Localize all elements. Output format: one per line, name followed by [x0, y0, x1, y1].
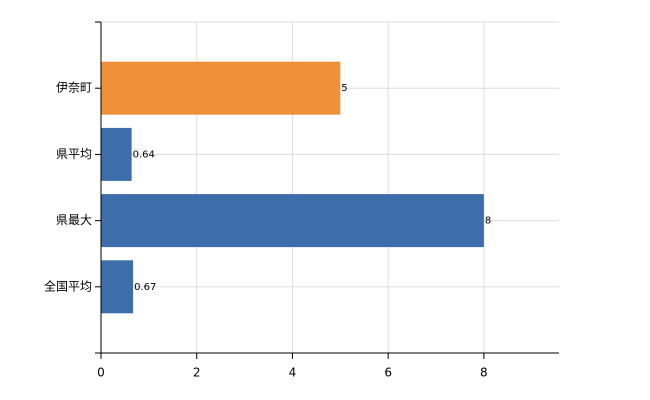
bar — [101, 127, 132, 181]
bar — [101, 260, 134, 314]
x-tick-label: 0 — [97, 366, 105, 380]
value-label: 0.67 — [134, 282, 156, 293]
bar — [101, 194, 484, 248]
value-label: 8 — [485, 216, 491, 227]
y-tick-label: 全国平均 — [44, 278, 92, 293]
value-label: 5 — [341, 83, 347, 94]
x-tick-label: 8 — [480, 366, 488, 380]
x-tick-label: 4 — [289, 366, 297, 380]
value-label: 0.64 — [133, 149, 155, 160]
y-tick-label: 県平均 — [56, 147, 92, 161]
bar — [101, 61, 341, 115]
y-tick-label: 伊奈町 — [56, 81, 92, 95]
x-tick-label: 6 — [384, 366, 392, 380]
x-tick-label: 2 — [193, 366, 201, 380]
y-tick-label: 県最大 — [56, 213, 92, 227]
